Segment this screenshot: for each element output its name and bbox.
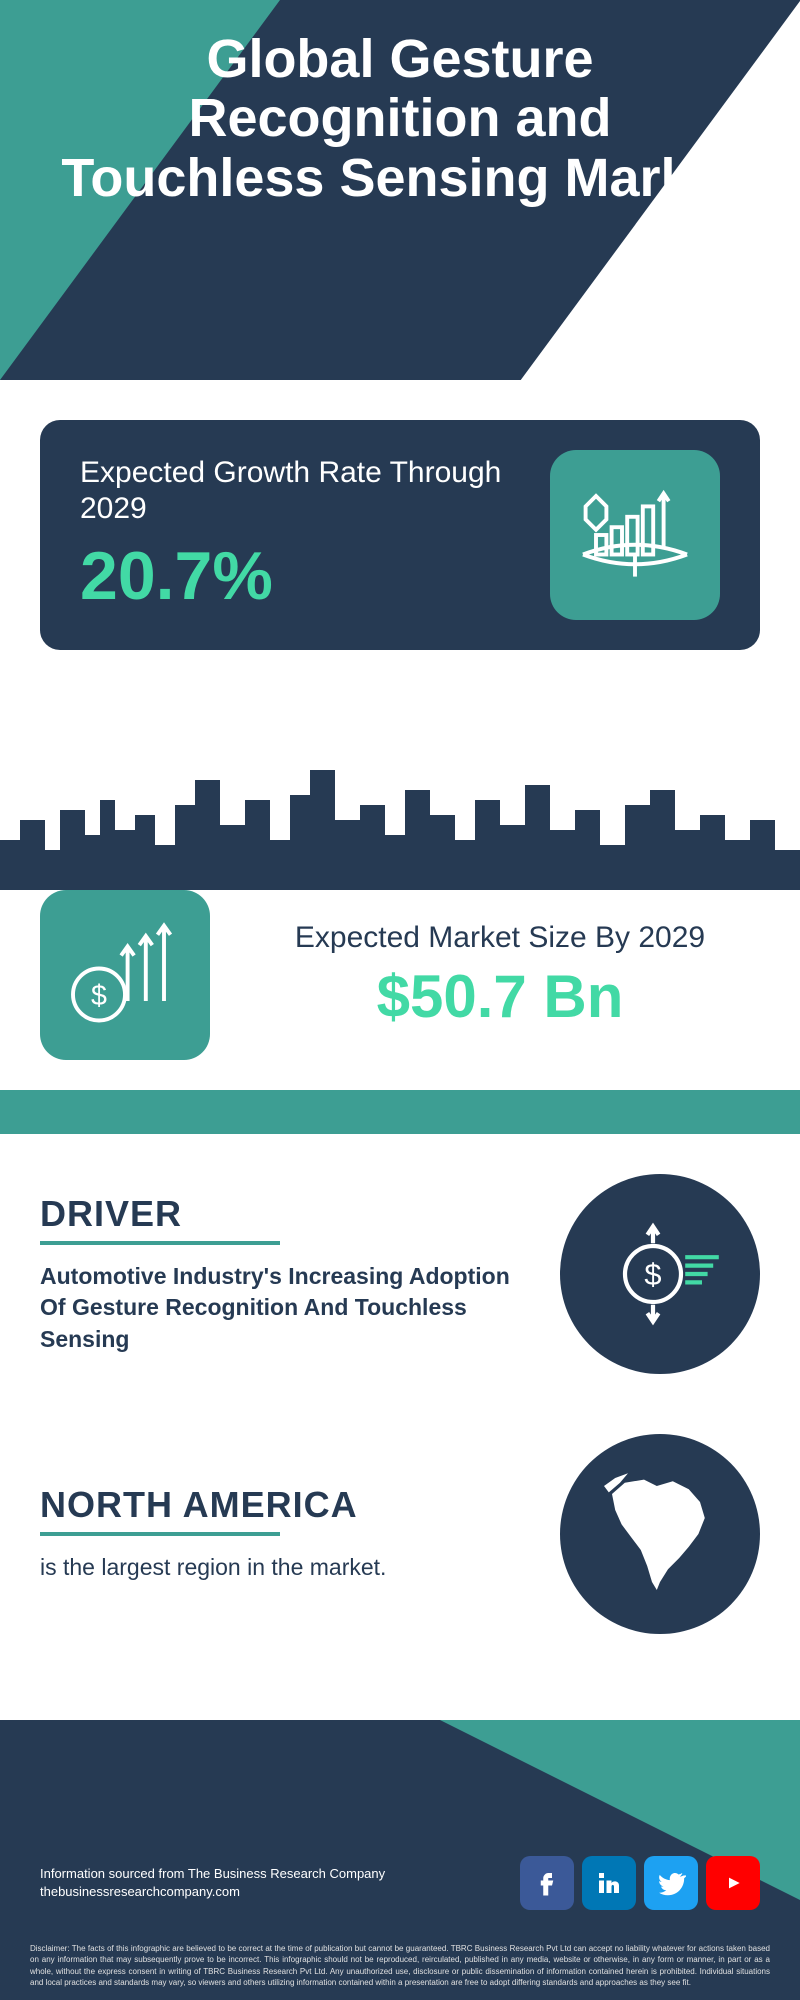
driver-row: DRIVER Automotive Industry's Increasing … (0, 1134, 800, 1394)
driver-circle-icon: $ (560, 1174, 760, 1374)
growth-chart-icon (550, 450, 720, 620)
region-row: NORTH AMERICA is the largest region in t… (0, 1394, 800, 1654)
region-underline (40, 1532, 280, 1536)
twitter-icon[interactable] (644, 1856, 698, 1910)
disclaimer-text: Disclaimer: The facts of this infographi… (30, 1943, 770, 1988)
region-body: is the largest region in the market. (40, 1552, 530, 1583)
driver-body: Automotive Industry's Increasing Adoptio… (40, 1261, 530, 1354)
dollar-growth-icon: $ (40, 890, 210, 1060)
svg-text:$: $ (644, 1257, 661, 1292)
facebook-icon[interactable] (520, 1856, 574, 1910)
svg-text:$: $ (91, 980, 107, 1012)
skyline-graphic (0, 650, 800, 890)
header-section: Global Gesture Recognition and Touchless… (0, 0, 800, 380)
growth-rate-label: Expected Growth Rate Through 2029 (80, 455, 550, 527)
source-line1: Information sourced from The Business Re… (40, 1865, 385, 1883)
social-row (520, 1856, 760, 1910)
source-line2: thebusinessresearchcompany.com (40, 1883, 385, 1901)
spacer (0, 380, 800, 420)
market-size-value: $50.7 Bn (240, 962, 760, 1031)
driver-underline (40, 1241, 280, 1245)
divider-bar (0, 1090, 800, 1134)
footer-section: Information sourced from The Business Re… (0, 1720, 800, 2000)
north-america-map-icon (560, 1434, 760, 1634)
region-heading: NORTH AMERICA (40, 1484, 530, 1526)
source-text: Information sourced from The Business Re… (40, 1865, 385, 1901)
driver-heading: DRIVER (40, 1193, 530, 1235)
growth-rate-value: 20.7% (80, 537, 550, 615)
page-title: Global Gesture Recognition and Touchless… (60, 30, 740, 208)
growth-rate-card: Expected Growth Rate Through 2029 20.7% (40, 420, 760, 650)
linkedin-icon[interactable] (582, 1856, 636, 1910)
market-size-label: Expected Market Size By 2029 (240, 920, 760, 956)
youtube-icon[interactable] (706, 1856, 760, 1910)
market-size-row: $ Expected Market Size By 2029 $50.7 Bn (0, 890, 800, 1090)
